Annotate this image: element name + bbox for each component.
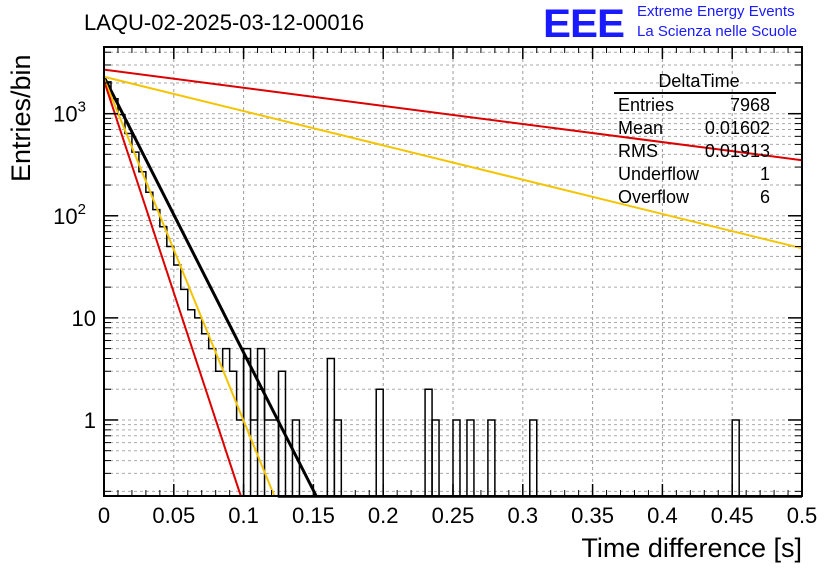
x-tick-label: 0.15: [292, 503, 335, 528]
x-tick-label: 0.25: [432, 503, 475, 528]
eee-logo: EEE: [543, 1, 625, 46]
y-axis-label: Entries/bin: [6, 54, 36, 182]
y-tick-label: 1: [84, 408, 96, 433]
x-tick-label: 0.1: [228, 503, 259, 528]
x-tick-label: 0.35: [571, 503, 614, 528]
histogram-tail-bin: [256, 347, 266, 496]
stats-box-title: DeltaTime: [658, 71, 740, 91]
fit-line: [102, 76, 318, 497]
stats-label: Overflow: [618, 187, 690, 207]
x-axis-ticks: 0 0.05 0.1 0.15 0.2 0.25 0.3 0.35 0.4 0.45 0.5: [98, 47, 817, 528]
histogram-tail-bin: [333, 419, 343, 496]
stats-row-underflow: Underflow 1: [614, 163, 776, 186]
fit-line: [103, 78, 276, 497]
x-axis-label: Time difference [s]: [581, 533, 802, 563]
stats-label: Underflow: [618, 164, 700, 184]
histogram-tail-bin: [291, 419, 301, 496]
histogram-tail-bin: [431, 419, 440, 496]
stats-box-divider: [614, 92, 776, 94]
x-tick-label: 0.4: [647, 503, 678, 528]
histogram-tail-bin: [375, 388, 384, 496]
histogram-tail-bin: [326, 357, 336, 496]
y-tick-label: 103: [53, 99, 86, 127]
y-tick-exponent: 2: [78, 201, 86, 218]
stats-box: DeltaTime Entries 7968 Mean 0.01602 RMS …: [614, 70, 776, 209]
plot-title: LAQU-02-2025-03-12-00016: [84, 10, 365, 35]
stats-value: 7968: [729, 95, 770, 115]
y-tick-label: 102: [53, 201, 86, 229]
fit-line: [103, 75, 803, 250]
stats-label: Entries: [618, 95, 675, 115]
stats-value: 0.01602: [704, 118, 770, 138]
stats-label: RMS: [618, 141, 658, 161]
y-axis-ticks: 1 10 102 103: [53, 51, 802, 492]
x-tick-label: 0.45: [711, 503, 754, 528]
stats-row-overflow: Overflow 6: [614, 186, 776, 209]
histogram-tail-bin: [731, 419, 740, 496]
fit-line: [103, 68, 803, 162]
y-tick-exponent: 3: [78, 99, 86, 116]
histogram-tail-bin: [452, 419, 461, 496]
stats-label: Mean: [618, 118, 664, 138]
fit-line: [103, 80, 242, 497]
x-tick-label: 0.05: [152, 503, 195, 528]
x-tick-label: 0: [98, 503, 110, 528]
x-tick-label: 0.2: [368, 503, 399, 528]
fit-lines: [102, 68, 803, 497]
stats-value: 0.01913: [704, 141, 770, 161]
stats-value: 1: [759, 164, 770, 184]
eee-tagline-1: Extreme Energy Events: [637, 3, 795, 20]
x-tick-label: 0.3: [508, 503, 539, 528]
histogram-tail-bin: [487, 419, 496, 496]
stats-row-entries: Entries 7968: [614, 94, 776, 117]
stats-row-rms: RMS 0.01913: [614, 140, 776, 163]
histogram-tail-bin: [529, 419, 538, 496]
histogram-tail-bin: [466, 419, 475, 496]
stats-row-mean: Mean 0.01602: [614, 117, 776, 140]
x-tick-label: 0.5: [787, 503, 818, 528]
y-tick-label: 10: [72, 306, 96, 331]
eee-tagline-2: La Scienza nelle Scuole: [637, 23, 798, 40]
stats-value: 6: [759, 187, 770, 207]
